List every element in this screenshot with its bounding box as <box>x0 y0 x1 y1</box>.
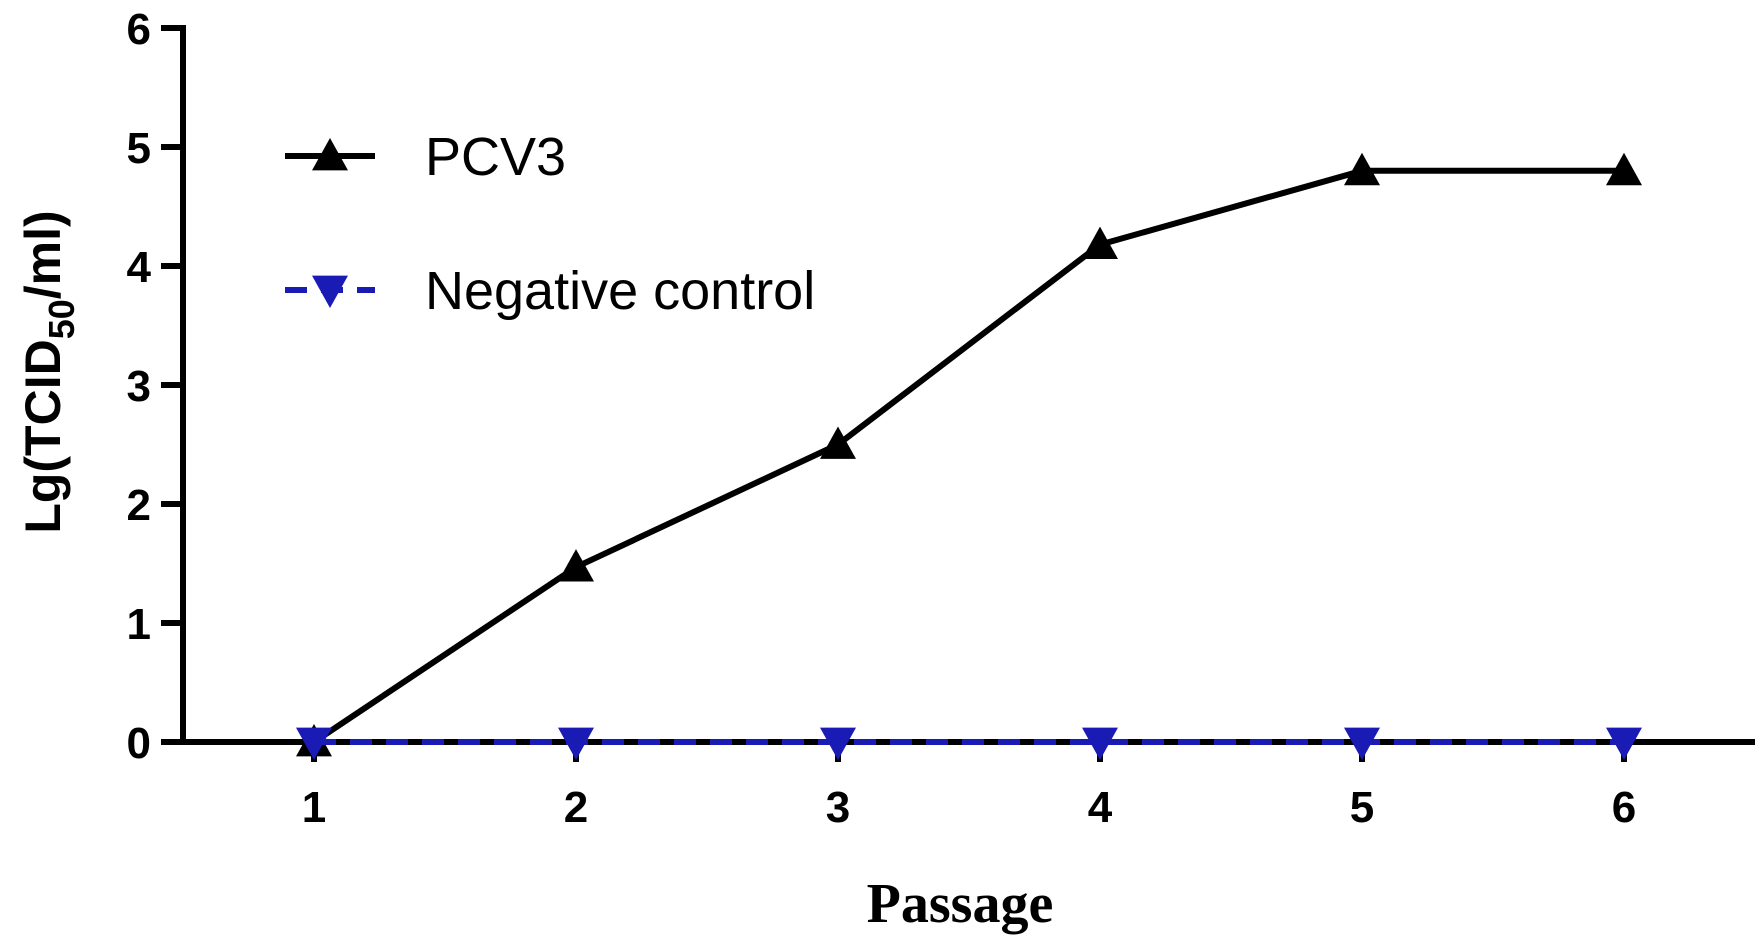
series-point-1 <box>296 727 332 760</box>
series-point-0 <box>820 426 856 459</box>
series-point-1 <box>1606 727 1642 760</box>
y-tick-label: 1 <box>127 600 151 649</box>
y-tick-label: 6 <box>127 5 151 54</box>
series-point-1 <box>558 727 594 760</box>
legend-marker-1 <box>312 275 348 308</box>
series-point-1 <box>1082 727 1118 760</box>
y-axis-label: Lg(TCID50/ml) <box>15 210 82 533</box>
y-tick-label: 0 <box>127 719 151 768</box>
x-tick-label: 1 <box>302 783 326 832</box>
x-tick-label: 6 <box>1612 783 1636 832</box>
series-layer <box>296 152 1642 760</box>
legend-marker-0 <box>312 138 348 171</box>
x-tick-label: 3 <box>826 783 850 832</box>
legend-label-0: PCV3 <box>425 127 566 187</box>
series-point-1 <box>1344 727 1380 760</box>
series-point-0 <box>1606 152 1642 186</box>
y-tick-label: 4 <box>127 243 152 292</box>
x-tick-label: 5 <box>1350 783 1374 832</box>
series-point-0 <box>558 549 594 582</box>
x-tick-label: 2 <box>564 783 588 832</box>
axes: 0 1 2 3 4 5 6 1 2 3 4 5 6 <box>127 5 1755 832</box>
series-point-1 <box>820 727 856 760</box>
series-point-0 <box>1082 226 1118 259</box>
x-axis-label: Passage <box>867 873 1054 935</box>
series-line-0 <box>312 167 1624 745</box>
y-tick-label: 3 <box>127 362 151 411</box>
x-tick-label: 4 <box>1088 783 1113 832</box>
legend-label-1: Negative control <box>425 261 815 321</box>
legend: PCV3 Negative control <box>285 127 815 321</box>
series-point-0 <box>1344 152 1380 186</box>
y-tick-label: 5 <box>127 124 151 173</box>
y-tick-label: 2 <box>127 481 151 530</box>
